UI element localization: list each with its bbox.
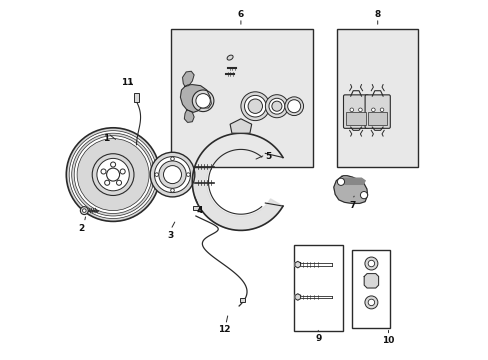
Text: 6: 6 xyxy=(237,10,244,19)
Circle shape xyxy=(101,169,106,174)
Circle shape xyxy=(265,95,288,118)
Circle shape xyxy=(268,98,284,114)
Circle shape xyxy=(150,152,194,197)
Bar xyxy=(346,112,365,126)
Circle shape xyxy=(186,173,190,176)
Circle shape xyxy=(349,108,353,112)
Bar xyxy=(367,112,386,126)
Circle shape xyxy=(92,154,134,195)
Circle shape xyxy=(104,180,109,185)
Circle shape xyxy=(110,162,115,167)
Circle shape xyxy=(163,166,181,184)
FancyBboxPatch shape xyxy=(365,95,389,129)
Circle shape xyxy=(72,133,154,216)
Circle shape xyxy=(77,139,149,211)
Polygon shape xyxy=(182,71,194,86)
Text: 10: 10 xyxy=(382,336,394,345)
Circle shape xyxy=(371,108,374,112)
Circle shape xyxy=(244,95,265,117)
Bar xyxy=(352,250,389,328)
Polygon shape xyxy=(192,133,283,230)
Circle shape xyxy=(80,207,88,215)
Bar xyxy=(133,93,139,102)
Circle shape xyxy=(155,173,158,176)
Bar xyxy=(170,29,312,167)
Circle shape xyxy=(271,101,282,111)
FancyBboxPatch shape xyxy=(343,95,368,129)
Circle shape xyxy=(364,257,377,270)
Polygon shape xyxy=(180,85,211,112)
Bar xyxy=(240,298,244,302)
Text: 12: 12 xyxy=(218,325,230,334)
Text: 11: 11 xyxy=(121,78,134,87)
Bar xyxy=(337,29,418,167)
Circle shape xyxy=(360,192,367,199)
Text: 1: 1 xyxy=(102,134,109,143)
Text: 7: 7 xyxy=(348,201,355,210)
Polygon shape xyxy=(294,294,300,300)
Polygon shape xyxy=(184,110,194,122)
Circle shape xyxy=(159,161,186,188)
Circle shape xyxy=(120,169,125,174)
Circle shape xyxy=(170,157,174,161)
Text: 5: 5 xyxy=(264,152,270,161)
Circle shape xyxy=(358,108,362,112)
Circle shape xyxy=(287,100,300,113)
Bar xyxy=(294,245,342,331)
Ellipse shape xyxy=(226,55,233,60)
Circle shape xyxy=(106,168,120,181)
Circle shape xyxy=(380,108,383,112)
Polygon shape xyxy=(230,119,251,133)
Circle shape xyxy=(367,260,374,267)
Bar xyxy=(193,206,199,210)
Text: 8: 8 xyxy=(374,10,380,19)
Text: 2: 2 xyxy=(79,224,85,233)
Text: 9: 9 xyxy=(314,334,321,343)
Polygon shape xyxy=(341,178,365,184)
Text: 3: 3 xyxy=(167,231,173,240)
Circle shape xyxy=(82,209,86,212)
Circle shape xyxy=(154,157,190,193)
Circle shape xyxy=(284,97,303,116)
Circle shape xyxy=(364,296,377,309)
Text: 4: 4 xyxy=(196,206,202,215)
Circle shape xyxy=(170,189,174,192)
Circle shape xyxy=(367,299,374,306)
Circle shape xyxy=(196,94,210,108)
Circle shape xyxy=(247,99,262,113)
Circle shape xyxy=(337,178,344,185)
Circle shape xyxy=(192,90,213,112)
Polygon shape xyxy=(364,274,378,288)
Circle shape xyxy=(69,131,157,219)
Circle shape xyxy=(74,136,152,213)
Circle shape xyxy=(116,180,122,185)
Circle shape xyxy=(241,92,269,121)
Circle shape xyxy=(97,158,129,191)
Circle shape xyxy=(66,128,160,221)
Polygon shape xyxy=(333,176,367,203)
Polygon shape xyxy=(294,261,300,268)
